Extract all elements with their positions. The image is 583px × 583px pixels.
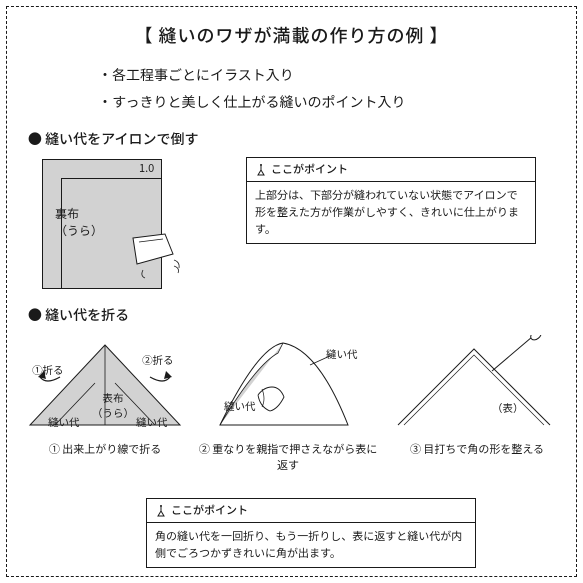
surface-label: （表） (492, 401, 524, 416)
seam-r: 縫い代 (136, 415, 168, 430)
tip-body-1: 上部分は、下部分が縫われていない状態でアイロンで形を整えた方が作業がしやすく、き… (247, 182, 535, 243)
triangle-3-svg (392, 335, 562, 435)
caption-1: ① 出来上がり線で折る (20, 441, 190, 457)
tip-box-2: ここがポイント 角の縫い代を一回折り、もう一折りし、表に返すと縫い代が内側でごろ… (146, 498, 476, 568)
diagram-fold: ①折る ②折る 表布 （うら） 縫い代 縫い代 ① 出来上がり線で折る (20, 335, 190, 457)
tip-body-2: 角の縫い代を一回折り、もう一折りし、表に返すと縫い代が内側でごろつかずきれいに角… (147, 523, 475, 567)
tip-title-1: ここがポイント (271, 161, 348, 178)
seam2-r: 縫い代 (326, 347, 358, 362)
tip-title-2: ここがポイント (171, 502, 248, 519)
seam-l: 縫い代 (48, 415, 80, 430)
caption-3: ③ 目打ちで角の形を整える (392, 441, 562, 457)
front-fabric-label: 表布 （うら） (92, 391, 134, 421)
caption-2: ② 重なりを親指で押さえながら表に返す (198, 441, 378, 473)
section1-row: 1.0 裏布 （うら） ここがポイント 上部分は、下部分が縫われていない状態でア… (0, 155, 583, 305)
iron-icon (129, 230, 185, 290)
tip-box-1: ここがポイント 上部分は、下部分が縫われていない状態でアイロンで形を整えた方が作… (246, 157, 536, 244)
fabric-diagram: 1.0 裏布 （うら） (42, 159, 162, 289)
fold1-label: ①折る (32, 363, 64, 378)
section2-row: ①折る ②折る 表布 （うら） 縫い代 縫い代 ① 出来上がり線で折る 縫い代 … (0, 327, 583, 487)
fabric-label: 裏布 （うら） (55, 206, 103, 240)
seam2-l: 縫い代 (224, 399, 256, 414)
pointer-icon (255, 163, 267, 177)
pointer-icon (155, 504, 167, 518)
tip-header-1: ここがポイント (247, 158, 535, 182)
tip-header-2: ここがポイント (147, 499, 475, 523)
dimension-1: 1.0 (139, 160, 154, 176)
fold2-label: ②折る (142, 353, 174, 368)
diagram-awl: （表） ③ 目打ちで角の形を整える (392, 335, 562, 457)
diagram-turn: 縫い代 縫い代 ② 重なりを親指で押さえながら表に返す (198, 335, 378, 473)
